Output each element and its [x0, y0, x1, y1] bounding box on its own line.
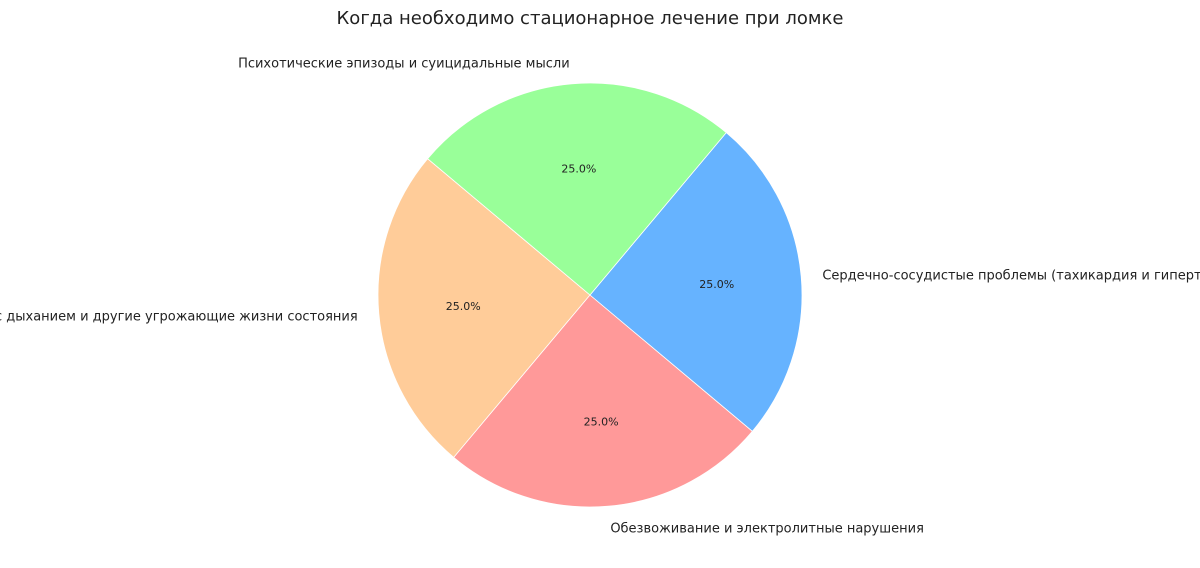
- pie-percent-label: 25.0%: [699, 278, 734, 291]
- pie-category-label: Проблемы с дыханием и другие угрожающие …: [0, 309, 358, 324]
- pie-slice: [427, 82, 727, 296]
- pie-category-labels: Проблемы с дыханием и другие угрожающие …: [0, 57, 1200, 537]
- pie-percent-label: 25.0%: [446, 300, 481, 313]
- pie-percent-labels: 25.0% 25.0% 25.0% 25.0%: [446, 162, 734, 428]
- pie-category-label: Обезвоживание и электролитные нарушения: [610, 521, 924, 536]
- pie-percent-label: 25.0%: [584, 416, 619, 429]
- pie-slices: [377, 82, 803, 508]
- pie-slice: [589, 132, 803, 432]
- pie-category-label: Психотические эпизоды и суицидальные мыс…: [238, 57, 570, 72]
- pie-slice: [453, 294, 753, 508]
- pie-category-label: Сердечно-сосудистые проблемы (тахикардия…: [822, 269, 1200, 284]
- chart-title: Когда необходимо стационарное лечение пр…: [337, 8, 844, 29]
- pie-percent-label: 25.0%: [561, 162, 596, 175]
- pie-slice: [377, 158, 591, 458]
